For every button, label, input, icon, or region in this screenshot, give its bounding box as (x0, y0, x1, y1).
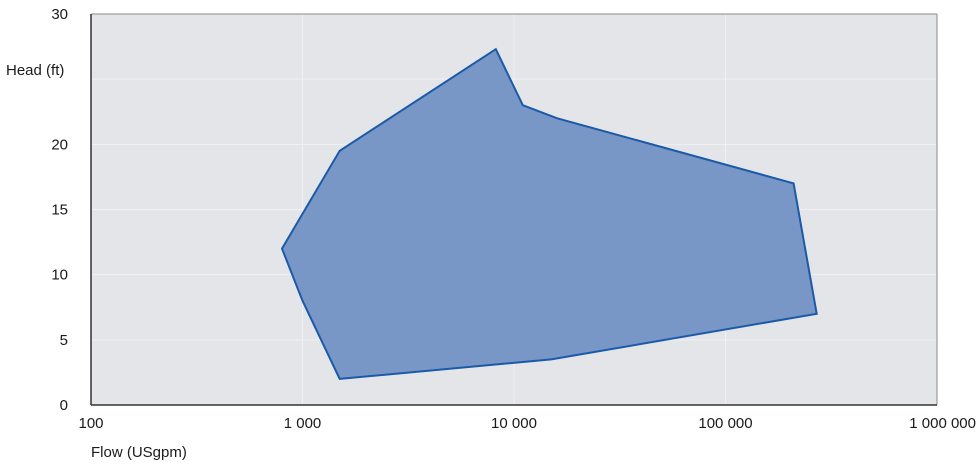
x-tick-label: 1 000 (284, 415, 322, 432)
x-tick-label: 100 000 (698, 415, 752, 432)
y-tick-label: 15 (51, 202, 68, 219)
y-axis-title: Head (ft) (6, 62, 64, 79)
series-layer (280, 47, 818, 380)
y-tick-label: 30 (51, 6, 68, 23)
x-tick-label: 100 (78, 415, 103, 432)
y-tick-label: 20 (51, 136, 68, 153)
x-axis-ticks: 100 1 000 10 000 100 000 1 000 000 (78, 415, 976, 432)
operating-range-area (280, 47, 818, 380)
x-tick-label: 10 000 (491, 415, 537, 432)
y-tick-label: 5 (60, 332, 68, 349)
y-tick-label: 0 (60, 397, 68, 414)
x-tick-label: 1 000 000 (909, 415, 976, 432)
x-axis-title: Flow (USgpm) (91, 444, 187, 461)
y-axis-ticks: 0 5 10 15 20 30 (51, 6, 68, 414)
y-tick-label: 10 (51, 267, 68, 284)
